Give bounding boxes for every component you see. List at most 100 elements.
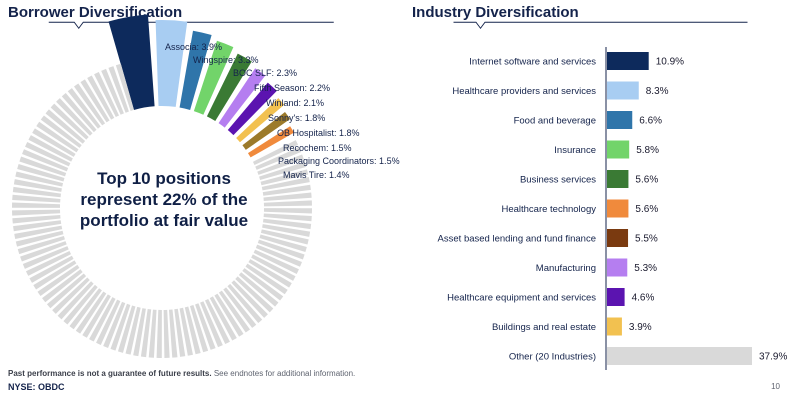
bar [607, 229, 629, 247]
donut-other-tick [117, 305, 136, 353]
bar-value-label: 3.9% [629, 322, 652, 333]
bar [607, 317, 622, 336]
donut-other-tick [242, 268, 284, 301]
bar-value-label: 6.6% [639, 116, 662, 127]
donut-other-tick [33, 260, 77, 290]
donut-other-tick [101, 68, 124, 115]
donut-other-tick [25, 250, 72, 276]
donut-other-tick [103, 301, 126, 348]
donut-other-tick [25, 142, 71, 167]
donut-other-tick [223, 287, 257, 328]
donut-other-tick [204, 298, 230, 345]
donut-other-tick [32, 128, 76, 157]
bar [607, 140, 630, 159]
bar-value-label: 8.3% [646, 86, 669, 97]
donut-other-tick [248, 259, 292, 288]
right-title-rule [453, 21, 748, 29]
donut-other-tick [50, 103, 89, 140]
bar-value-label: 10.9% [656, 57, 684, 68]
borrower-donut-chart: Associa: 3.9% Wingspire: 3.3% BOC SLF: 2.3… [12, 14, 400, 358]
donut-other-tick [262, 184, 311, 196]
donut-other-tick [94, 71, 120, 118]
donut-other-tick [189, 305, 209, 353]
donut-slice-label: Wingspire: 3.3% [193, 55, 259, 65]
donut-other-tick [13, 179, 62, 192]
donut-other-tick [12, 202, 61, 208]
donut-other-tick [46, 273, 87, 309]
donut-other-tick [40, 115, 82, 148]
bar-value-label: 5.6% [635, 175, 658, 186]
bar-category-label: Healthcare equipment and services [447, 293, 596, 304]
footnote: Past performance is not a guarantee of f… [8, 369, 355, 378]
bar-category-label: Manufacturing [536, 263, 596, 274]
donut-other-tick [69, 288, 102, 330]
donut-other-tick [261, 177, 310, 191]
donut-slice-label: Winland: 2.1% [266, 98, 324, 108]
donut-slice-label: Packaging Coordinators: 1.5% [278, 156, 400, 166]
donut-slice-label: Mavis Tire: 1.4% [283, 170, 350, 180]
donut-other-tick [15, 230, 64, 247]
donut-other-tick [12, 194, 61, 203]
donut-other-tick [12, 214, 61, 224]
donut-other-tick [108, 66, 129, 113]
footnote-rest: See endnotes for additional information. [211, 369, 356, 378]
donut-slice [242, 112, 291, 150]
donut-slice [155, 20, 188, 107]
donut-other-tick [74, 83, 106, 126]
donut-other-tick [13, 220, 62, 232]
donut-other-tick [14, 225, 63, 239]
bar-value-label: 5.3% [634, 263, 657, 274]
bar-category-label: Other (20 Industries) [509, 352, 596, 363]
donut-other-tick [57, 281, 94, 320]
donut-other-tick [87, 75, 115, 120]
donut-other-tick [255, 244, 302, 267]
donut-other-tick [42, 269, 83, 303]
donut-other-tick [231, 280, 268, 318]
page-number: 10 [771, 382, 780, 391]
donut-slice-label: Sonny's: 1.8% [268, 113, 325, 123]
bar-value-label: 37.9% [759, 352, 787, 363]
bar-value-label: 4.6% [632, 293, 655, 304]
donut-other-tick [115, 63, 135, 111]
donut-other-tick [17, 235, 65, 255]
donut-other-tick [227, 283, 263, 324]
donut-slice-label: BOC SLF: 2.3% [233, 68, 297, 78]
donut-other-tick [156, 309, 162, 358]
donut-other-tick [259, 161, 307, 181]
donut-other-tick [148, 309, 157, 358]
donut-slice [108, 14, 155, 110]
bar-category-label: Internet software and services [469, 57, 596, 68]
bar-category-label: Healthcare providers and services [452, 86, 596, 97]
bar-category-label: Insurance [554, 145, 596, 156]
donut-slice [193, 40, 234, 115]
donut-other-tick [251, 254, 296, 281]
donut-slice [227, 82, 277, 136]
donut-other-tick [257, 239, 305, 260]
bar-value-label: 5.5% [635, 234, 658, 245]
donut-other-tick [260, 229, 309, 245]
donut-slice [179, 30, 212, 110]
donut-slice [236, 98, 285, 143]
donut-other-tick [140, 308, 152, 358]
donut-other-tick [22, 149, 69, 172]
donut-other-tick [259, 234, 307, 253]
donut-other-tick [263, 213, 312, 222]
bar [607, 258, 628, 277]
bar-value-label: 5.8% [636, 145, 659, 156]
donut-other-tick [89, 297, 116, 342]
bar [607, 170, 629, 188]
donut-other-tick [12, 186, 62, 198]
donut-slice-label: Associa: 3.9% [165, 42, 222, 52]
donut-other-tick [214, 293, 244, 337]
donut-other-tick [61, 92, 97, 133]
donut-other-tick [63, 284, 98, 325]
donut-other-tick [263, 200, 312, 207]
bar-category-label: Buildings and real estate [492, 322, 596, 333]
donut-other-tick [262, 218, 312, 230]
donut-other-tick [260, 169, 309, 186]
bar [607, 199, 629, 218]
donut-other-tick [245, 263, 288, 295]
donut-other-tick [75, 291, 107, 334]
donut-slice-label: Fifth Season: 2.2% [254, 83, 330, 93]
donut-other-tick [19, 156, 67, 177]
